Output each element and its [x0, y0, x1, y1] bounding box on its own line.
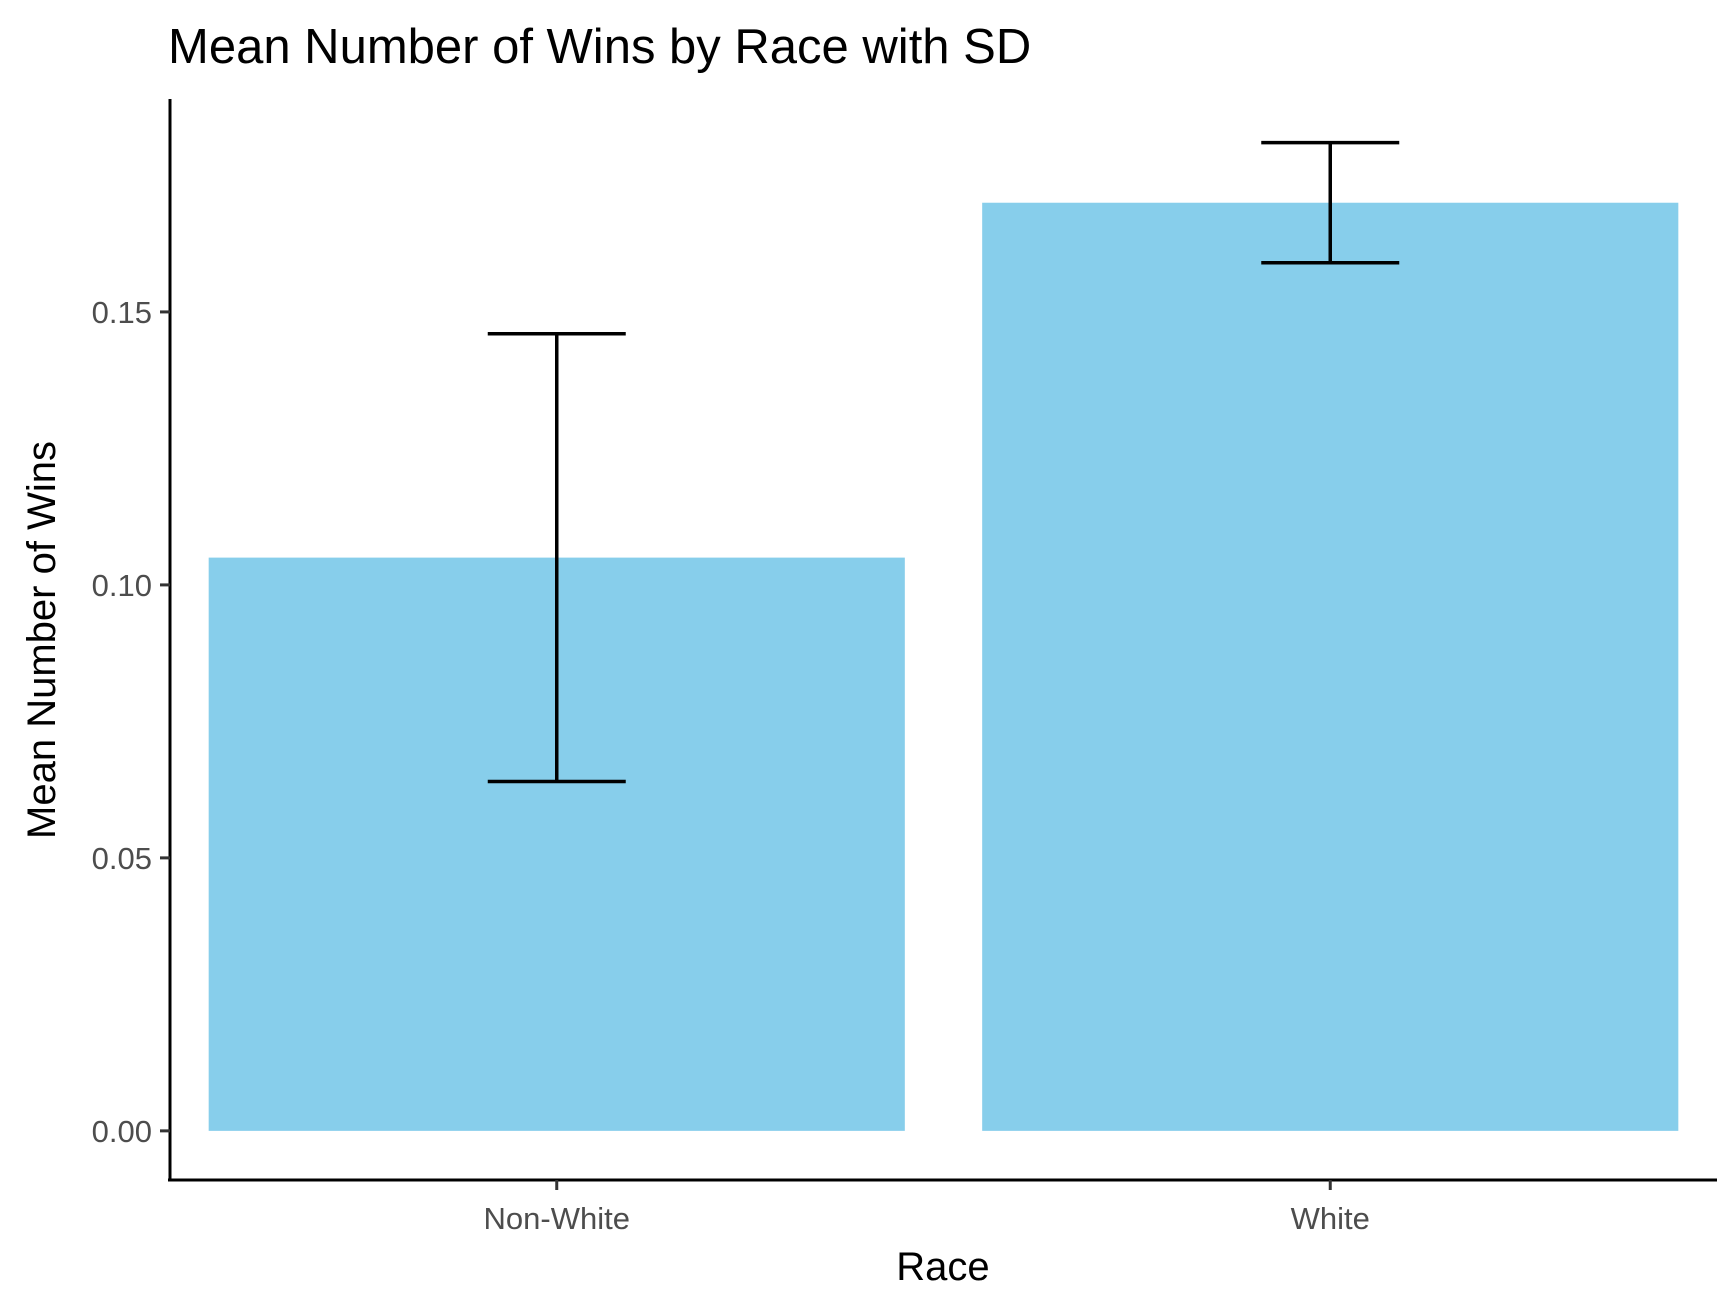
y-tick-label: 0.10: [92, 568, 152, 603]
y-axis-title: Mean Number of Wins: [20, 441, 64, 839]
y-tick-label: 0.15: [92, 295, 152, 330]
error-bar-white: [1261, 140, 1400, 265]
x-tick-label: White: [1291, 1201, 1370, 1236]
x-axis-ticks: Non-White White: [484, 1180, 1370, 1236]
error-bar-non-white: [487, 332, 626, 784]
y-tick-label: 0.00: [92, 1114, 152, 1149]
bar-white: [982, 202, 1679, 1131]
y-tick-label: 0.05: [92, 841, 152, 876]
x-tick-label: Non-White: [484, 1201, 630, 1236]
x-axis-title: Race: [896, 1245, 989, 1289]
y-axis-ticks: 0.00 0.05 0.10 0.15: [92, 295, 170, 1149]
chart-title: Mean Number of Wins by Race with SD: [168, 20, 1031, 74]
plot-area: [208, 140, 1679, 1131]
